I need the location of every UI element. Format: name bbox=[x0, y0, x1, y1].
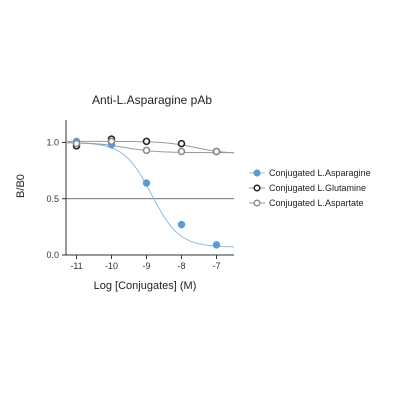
data-point bbox=[107, 137, 116, 146]
data-point bbox=[72, 139, 81, 148]
data-point bbox=[212, 147, 221, 156]
legend-marker bbox=[253, 199, 261, 207]
data-point bbox=[142, 137, 151, 146]
data-point bbox=[177, 139, 186, 148]
x-tick-label: -8 bbox=[177, 261, 185, 271]
y-tick-label: 1.0 bbox=[46, 138, 59, 148]
legend-label: Conjugated L.Aspartate bbox=[269, 198, 364, 208]
x-tick-label: -9 bbox=[142, 261, 150, 271]
legend-marker bbox=[253, 169, 261, 177]
y-axis-label: B/B0 bbox=[15, 174, 27, 198]
x-tick-label: -10 bbox=[105, 261, 118, 271]
data-point bbox=[177, 147, 186, 156]
legend-marker bbox=[253, 184, 261, 192]
x-axis-label: Log [Conjugates] (M) bbox=[94, 280, 197, 292]
y-tick-label: 0.5 bbox=[46, 194, 59, 204]
x-tick-label: -7 bbox=[212, 261, 220, 271]
legend-label: Conjugated L.Glutamine bbox=[269, 183, 366, 193]
y-tick-label: 0.0 bbox=[46, 250, 59, 260]
chart-title: Anti-L.Asparagine pAb bbox=[92, 93, 212, 107]
plot-area: -11 -10 -9 -8 -7 0.0 0.5 1.0 bbox=[46, 120, 235, 271]
legend: Conjugated L.Asparagine Conjugated L.Glut… bbox=[249, 168, 371, 208]
data-point bbox=[142, 146, 151, 155]
data-point bbox=[212, 241, 221, 249]
fit-curve bbox=[65, 142, 235, 248]
data-point bbox=[177, 220, 186, 229]
legend-label: Conjugated L.Asparagine bbox=[269, 168, 371, 178]
data-point bbox=[142, 179, 151, 187]
x-tick-label: -11 bbox=[70, 261, 82, 271]
